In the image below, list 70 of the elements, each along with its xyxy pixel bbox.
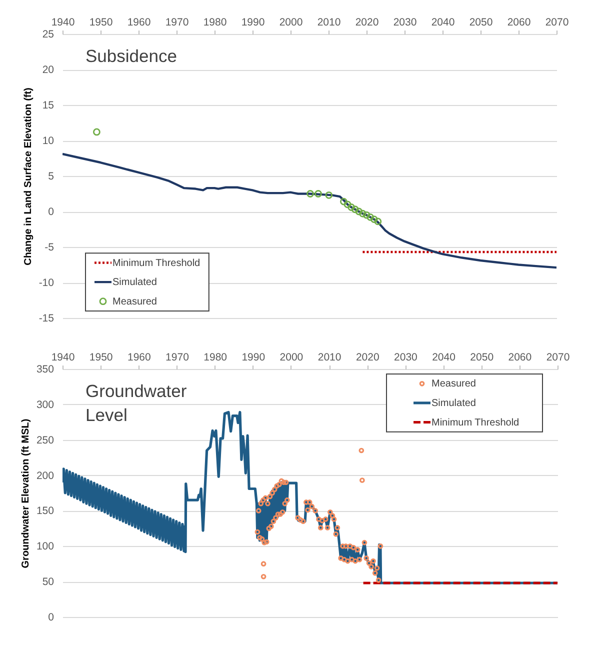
x-tick-label: 2070 <box>546 352 570 364</box>
y-tick-label: 100 <box>36 540 54 553</box>
point <box>344 200 352 208</box>
y-tick-label: 350 <box>36 364 54 376</box>
x-tick-label: 2060 <box>508 352 532 364</box>
y-tick-label: 150 <box>36 505 54 518</box>
y-tick-label: 25 <box>42 28 54 40</box>
x-tick-label: 2000 <box>279 16 303 28</box>
point <box>362 211 370 219</box>
x-tick-label: 2000 <box>280 352 304 364</box>
x-tick-label: 2040 <box>431 16 455 28</box>
x-tick-label: 1990 <box>241 16 265 28</box>
line-series <box>62 152 556 269</box>
text: Subsidence <box>86 46 177 66</box>
point <box>355 208 363 216</box>
x-tick-label: 1950 <box>89 16 113 28</box>
x-tick-label: 1950 <box>89 352 113 364</box>
point <box>314 190 322 198</box>
text: Groundwater Level <box>86 381 187 425</box>
x-tick-label: 2070 <box>545 16 569 28</box>
x-tick-label: 2030 <box>394 352 418 364</box>
point <box>351 206 359 214</box>
point <box>340 198 348 206</box>
x-tick-label: 2060 <box>507 16 531 28</box>
x-tick-label: 2050 <box>469 16 493 28</box>
x-tick-label: 1940 <box>51 352 75 364</box>
y-tick-label: 20 <box>42 64 54 76</box>
point <box>370 216 378 224</box>
y-tick-label: 5 <box>48 170 54 182</box>
x-tick-label: 1960 <box>127 16 151 28</box>
point <box>325 191 333 199</box>
x-tick-label: 1980 <box>204 352 228 364</box>
legend-label: Measured <box>112 296 157 308</box>
y-tick-label: 0 <box>48 612 54 624</box>
point <box>359 210 366 218</box>
x-tick-label: 2020 <box>355 16 379 28</box>
x-tick-label: 2040 <box>432 352 456 364</box>
x-tick-label: 1970 <box>166 352 190 364</box>
point <box>374 218 382 226</box>
legend-label: Measured <box>432 378 476 390</box>
y-tick-label: 250 <box>36 434 54 446</box>
y-tick-label: 0 <box>48 206 54 218</box>
y-tick-label: 15 <box>42 100 54 112</box>
x-tick-label: 2020 <box>356 352 380 364</box>
legend-label: Minimum Threshold <box>432 417 520 428</box>
y-tick-label: -10 <box>38 277 54 289</box>
y-tick-label: -5 <box>44 242 54 254</box>
x-tick-label: 1960 <box>127 352 151 364</box>
x-tick-label: 2050 <box>470 352 494 364</box>
point <box>93 128 100 136</box>
x-tick-label: 2010 <box>317 16 341 28</box>
legend-label: Simulated <box>112 277 157 288</box>
legend-label: Simulated <box>432 398 476 409</box>
y-tick-label: 10 <box>42 135 54 147</box>
y-tick-label: 300 <box>36 398 54 411</box>
x-tick-label: 1970 <box>165 16 189 28</box>
y-tick-label: 200 <box>36 470 54 482</box>
point <box>366 213 374 221</box>
x-tick-label: 2010 <box>318 352 342 364</box>
point <box>306 190 314 198</box>
point <box>348 204 355 211</box>
legend-label: Minimum Threshold <box>112 258 200 269</box>
y-tick-label: -15 <box>38 312 54 324</box>
x-tick-label: 1980 <box>203 16 227 28</box>
y-tick-label: 50 <box>42 576 54 588</box>
y-axis-title: Groundwater Elevation (ft MSL) <box>20 418 32 568</box>
y-axis-title: Change in Land Surface Elevation (ft) <box>22 88 34 266</box>
x-tick-label: 1940 <box>51 16 75 28</box>
x-tick-label: 1990 <box>242 352 266 364</box>
x-tick-label: 2030 <box>393 16 417 28</box>
